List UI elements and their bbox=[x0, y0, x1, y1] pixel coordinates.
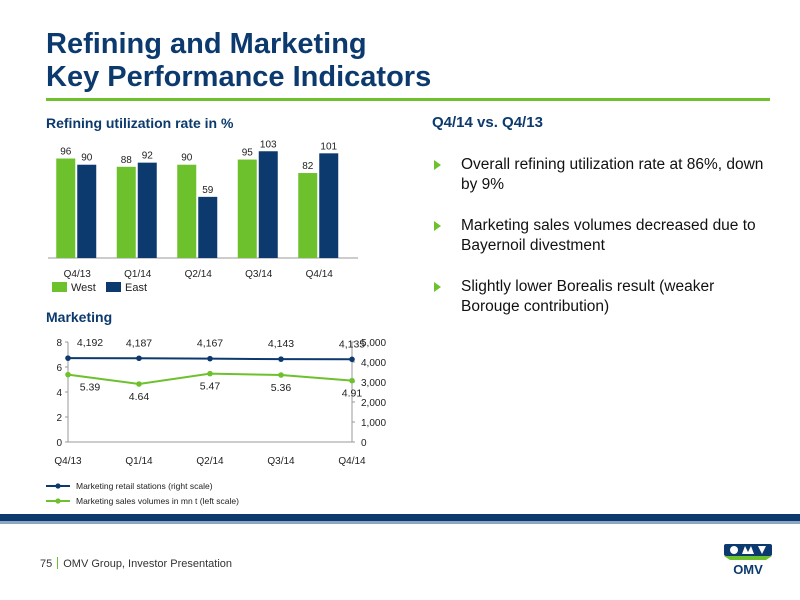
bar bbox=[298, 173, 318, 258]
bar-data-label: 90 bbox=[81, 153, 93, 164]
data-point bbox=[207, 355, 213, 362]
point-data-label: 5.36 bbox=[271, 382, 292, 394]
footer-text: OMV Group, Investor Presentation bbox=[63, 558, 232, 570]
point-data-label: 4,143 bbox=[268, 338, 294, 350]
point-data-label: 5.47 bbox=[200, 381, 221, 393]
bar-data-label: 92 bbox=[142, 151, 154, 162]
legend-swatch bbox=[52, 282, 67, 292]
legend-label: Marketing sales volumes in mn t (left sc… bbox=[76, 496, 239, 506]
x-tick-label: Q2/14 bbox=[185, 269, 213, 280]
summary-bullet-text: Overall refining utilization rate at 86%… bbox=[461, 156, 764, 193]
left-axis-tick-label: 4 bbox=[56, 388, 62, 399]
x-tick-label: Q4/14 bbox=[306, 269, 334, 280]
x-tick-label: Q2/14 bbox=[196, 456, 224, 467]
footer-separator bbox=[57, 557, 59, 569]
bar-data-label: 88 bbox=[121, 155, 133, 166]
page-title: Refining and Marketing Key Performance I… bbox=[46, 28, 431, 94]
data-point bbox=[207, 370, 213, 377]
data-point bbox=[349, 356, 355, 363]
refining-utilization-chart: 96 90 Q4/13 88 92 Q1/14 90 59 Q2/14 95 103 Q3/14 82 1… bbox=[48, 139, 358, 294]
summary-bullet: Slightly lower Borealis result (weaker B… bbox=[432, 277, 772, 317]
bar-data-label: 95 bbox=[242, 148, 254, 159]
legend-label: West bbox=[71, 282, 96, 294]
x-tick-label: Q3/14 bbox=[267, 456, 295, 467]
summary-panel: Q4/14 vs. Q4/13 Overall refining utiliza… bbox=[432, 114, 772, 338]
right-axis-tick-label: 3,000 bbox=[361, 378, 386, 389]
summary-bullets: Overall refining utilization rate at 86%… bbox=[432, 155, 772, 317]
bar bbox=[198, 196, 218, 258]
summary-bullet-text: Slightly lower Borealis result (weaker B… bbox=[461, 278, 715, 315]
footer-band bbox=[0, 514, 800, 521]
marketing-kpi-chart: 0 2 4 6 8 0 1,000 2,000 3,000 4,000 5,000 Q4/13 Q1/1… bbox=[46, 337, 386, 506]
bar-data-label: 96 bbox=[60, 147, 72, 158]
bar bbox=[116, 166, 136, 258]
point-data-label: 4,167 bbox=[197, 338, 223, 350]
data-point bbox=[136, 355, 142, 362]
right-axis-tick-label: 1,000 bbox=[361, 418, 386, 429]
point-data-label: 4,135 bbox=[339, 338, 365, 350]
left-axis-tick-label: 6 bbox=[56, 363, 62, 374]
x-tick-label: Q4/13 bbox=[64, 269, 92, 280]
right-axis-tick-label: 2,000 bbox=[361, 398, 386, 409]
point-data-label: 4.91 bbox=[342, 388, 363, 400]
summary-bullet: Marketing sales volumes decreased due to… bbox=[432, 216, 772, 256]
title-divider bbox=[46, 98, 770, 101]
right-axis-tick-label: 4,000 bbox=[361, 358, 386, 369]
right-axis-tick-label: 0 bbox=[361, 438, 367, 449]
data-point bbox=[136, 381, 142, 387]
bar-data-label: 82 bbox=[302, 161, 314, 172]
left-axis-tick-label: 8 bbox=[56, 338, 62, 349]
legend-label: Marketing retail stations (right scale) bbox=[76, 481, 213, 491]
data-point bbox=[65, 371, 71, 378]
legend-marker-icon bbox=[55, 498, 61, 504]
summary-bullet-text: Marketing sales volumes decreased due to… bbox=[461, 217, 756, 254]
bullet-arrow-icon bbox=[434, 282, 441, 292]
bar bbox=[237, 159, 257, 258]
point-data-label: 4.64 bbox=[129, 391, 150, 403]
bar bbox=[137, 162, 157, 258]
logo-text: OMV bbox=[733, 562, 763, 577]
bar bbox=[56, 158, 76, 258]
bar-data-label: 59 bbox=[202, 185, 214, 196]
data-point bbox=[278, 372, 284, 378]
omv-logo-icon: OMV bbox=[724, 544, 772, 577]
point-data-label: 4,192 bbox=[77, 337, 103, 349]
data-point bbox=[349, 377, 355, 384]
legend-label: East bbox=[125, 282, 147, 294]
refining-chart-title: Refining utilization rate in % bbox=[46, 115, 234, 131]
page-title-line2: Key Performance Indicators bbox=[46, 61, 432, 93]
bar bbox=[77, 164, 97, 258]
x-tick-label: Q1/14 bbox=[125, 456, 153, 467]
left-axis-tick-label: 0 bbox=[56, 438, 62, 449]
bar-data-label: 103 bbox=[260, 139, 277, 150]
marketing-chart-title: Marketing bbox=[46, 309, 113, 325]
right-axis-tick-label: 5,000 bbox=[361, 338, 386, 349]
data-point bbox=[278, 356, 284, 362]
bar-data-label: 101 bbox=[320, 141, 337, 152]
bar bbox=[258, 151, 278, 258]
left-axis-tick-label: 2 bbox=[56, 413, 62, 424]
x-tick-label: Q1/14 bbox=[124, 269, 152, 280]
bullet-arrow-icon bbox=[434, 160, 441, 170]
bar bbox=[319, 153, 339, 258]
bullet-arrow-icon bbox=[434, 221, 441, 231]
bar-data-label: 90 bbox=[181, 153, 193, 164]
page-number: 75 bbox=[40, 558, 53, 570]
summary-bullet: Overall refining utilization rate at 86%… bbox=[432, 155, 772, 195]
footer: 75 OMV Group, Investor Presentation bbox=[40, 557, 232, 570]
x-tick-label: Q4/13 bbox=[54, 456, 82, 467]
summary-heading: Q4/14 vs. Q4/13 bbox=[432, 114, 543, 131]
point-data-label: 5.39 bbox=[80, 382, 101, 394]
x-tick-label: Q3/14 bbox=[245, 269, 273, 280]
data-point bbox=[65, 355, 71, 361]
point-data-label: 4,187 bbox=[126, 337, 152, 349]
legend-swatch bbox=[106, 282, 121, 292]
footer-band-accent bbox=[0, 521, 800, 524]
x-tick-label: Q4/14 bbox=[338, 456, 366, 467]
page-title-line1: Refining and Marketing bbox=[46, 28, 367, 60]
legend-marker-icon bbox=[55, 483, 61, 489]
bar bbox=[177, 164, 197, 258]
